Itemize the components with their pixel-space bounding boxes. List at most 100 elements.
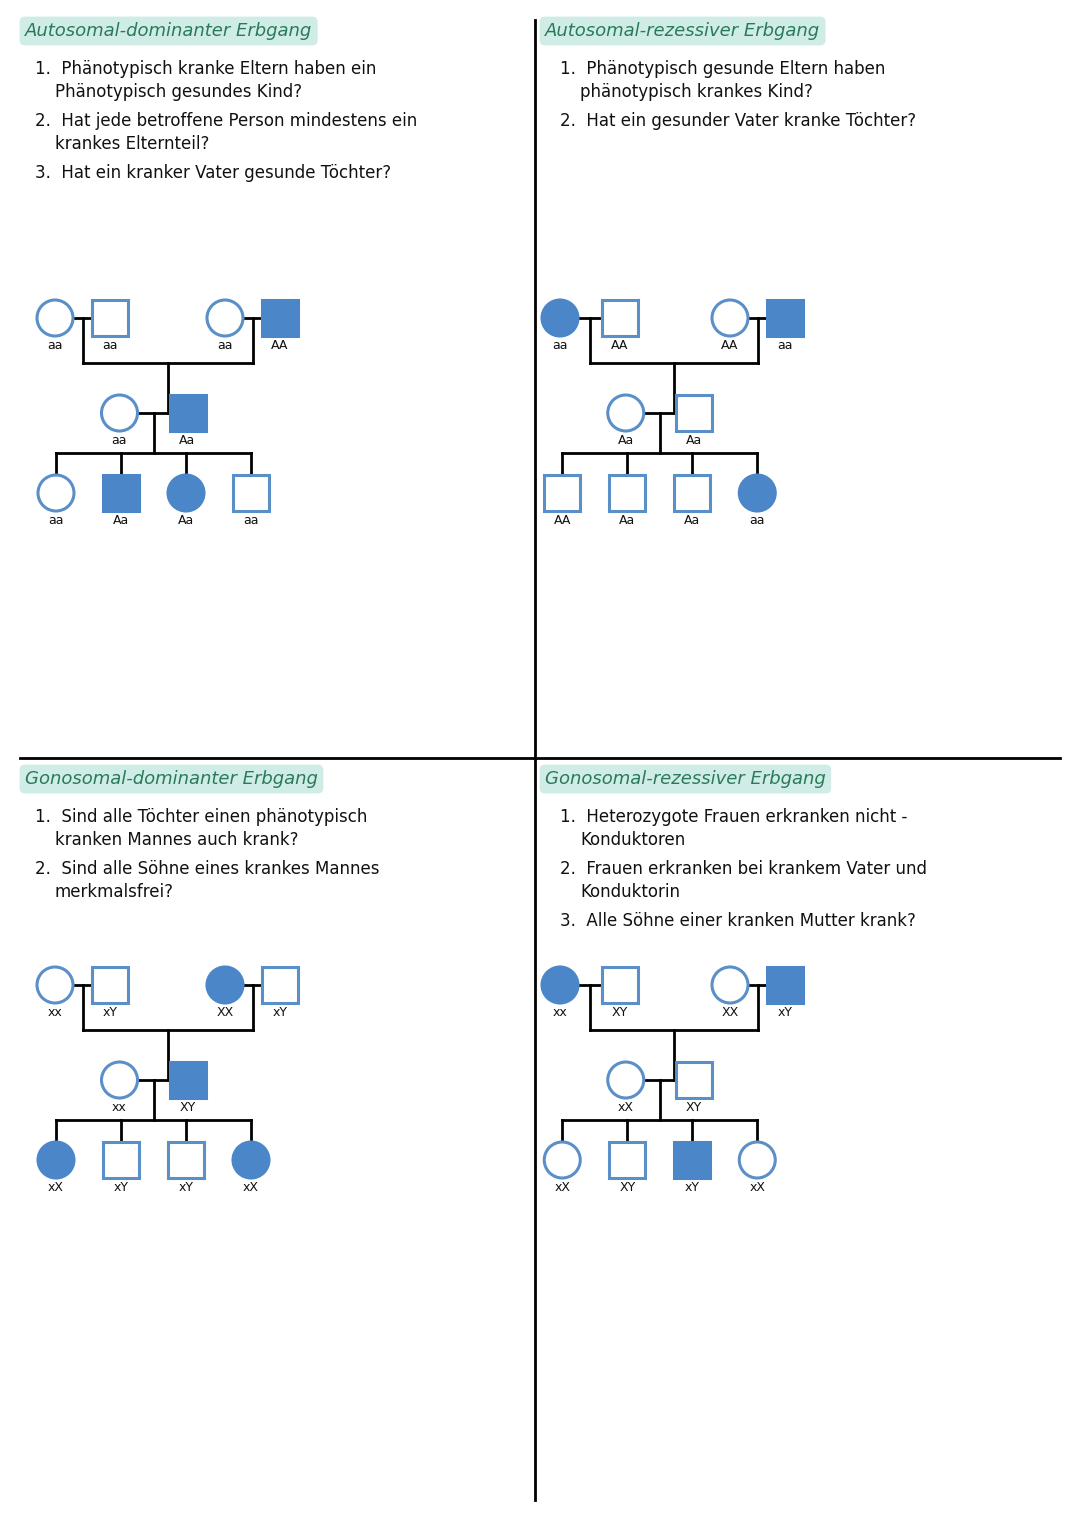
Text: xx: xx: [48, 1006, 63, 1019]
Circle shape: [37, 299, 73, 336]
Circle shape: [739, 1142, 775, 1177]
Text: Aa: Aa: [686, 434, 702, 447]
Text: 1.  Phänotypisch kranke Eltern haben ein: 1. Phänotypisch kranke Eltern haben ein: [35, 60, 376, 78]
Text: Konduktoren: Konduktoren: [580, 831, 685, 849]
Text: xY: xY: [778, 1006, 793, 1019]
Text: Aa: Aa: [684, 515, 700, 527]
Text: XX: XX: [721, 1006, 739, 1019]
Bar: [609, 1142, 645, 1177]
Bar: [262, 299, 298, 336]
Circle shape: [608, 395, 644, 431]
Text: 2.  Frauen erkranken bei krankem Vater und: 2. Frauen erkranken bei krankem Vater un…: [561, 860, 927, 878]
Circle shape: [542, 299, 578, 336]
Bar: [676, 395, 712, 431]
Text: Autosomal-rezessiver Erbgang: Autosomal-rezessiver Erbgang: [545, 21, 820, 40]
Text: 1.  Phänotypisch gesunde Eltern haben: 1. Phänotypisch gesunde Eltern haben: [561, 60, 886, 78]
Bar: [103, 475, 139, 512]
Bar: [676, 1061, 712, 1098]
Text: xX: xX: [618, 1101, 634, 1115]
Circle shape: [38, 1142, 75, 1177]
Circle shape: [544, 1142, 580, 1177]
Circle shape: [102, 1061, 137, 1098]
Text: AA: AA: [271, 339, 288, 353]
Text: Konduktorin: Konduktorin: [580, 883, 680, 901]
Text: aa: aa: [217, 339, 233, 353]
Text: Phänotypisch gesundes Kind?: Phänotypisch gesundes Kind?: [55, 82, 302, 101]
Text: aa: aa: [750, 515, 765, 527]
Text: phänotypisch krankes Kind?: phänotypisch krankes Kind?: [580, 82, 813, 101]
Text: aa: aa: [111, 434, 127, 447]
Text: Aa: Aa: [619, 515, 635, 527]
Bar: [767, 299, 804, 336]
Bar: [233, 475, 269, 512]
Text: XY: XY: [179, 1101, 195, 1115]
Circle shape: [38, 475, 75, 512]
Bar: [168, 1142, 204, 1177]
Text: xX: xX: [750, 1180, 766, 1194]
Bar: [103, 1142, 139, 1177]
Text: aa: aa: [552, 339, 568, 353]
Text: xX: xX: [48, 1180, 64, 1194]
Bar: [674, 475, 711, 512]
Circle shape: [712, 967, 748, 1003]
Text: 3.  Alle Söhne einer kranken Mutter krank?: 3. Alle Söhne einer kranken Mutter krank…: [561, 912, 916, 930]
Text: 2.  Sind alle Söhne eines krankes Mannes: 2. Sind alle Söhne eines krankes Mannes: [35, 860, 379, 878]
Bar: [767, 967, 804, 1003]
Text: Aa: Aa: [178, 515, 194, 527]
Text: aa: aa: [103, 339, 118, 353]
Text: aa: aa: [49, 515, 64, 527]
Text: kranken Mannes auch krank?: kranken Mannes auch krank?: [55, 831, 298, 849]
Circle shape: [608, 1061, 644, 1098]
Text: 3.  Hat ein kranker Vater gesunde Töchter?: 3. Hat ein kranker Vater gesunde Töchter…: [35, 163, 391, 182]
Text: xY: xY: [685, 1180, 700, 1194]
Text: xY: xY: [272, 1006, 287, 1019]
Bar: [609, 475, 645, 512]
Text: AA: AA: [554, 515, 571, 527]
Text: merkmalsfrei?: merkmalsfrei?: [55, 883, 174, 901]
Text: xY: xY: [103, 1006, 118, 1019]
Circle shape: [712, 299, 748, 336]
Text: XX: XX: [216, 1006, 233, 1019]
Text: aa: aa: [243, 515, 259, 527]
Text: aa: aa: [48, 339, 63, 353]
Text: 1.  Heterozygote Frauen erkranken nicht -: 1. Heterozygote Frauen erkranken nicht -: [561, 808, 907, 826]
Bar: [170, 395, 205, 431]
Text: aa: aa: [778, 339, 793, 353]
Circle shape: [168, 475, 204, 512]
Circle shape: [542, 967, 578, 1003]
Bar: [170, 1061, 205, 1098]
Text: 2.  Hat jede betroffene Person mindestens ein: 2. Hat jede betroffene Person mindestens…: [35, 111, 417, 130]
Text: Gonosomal-rezessiver Erbgang: Gonosomal-rezessiver Erbgang: [545, 770, 826, 788]
Bar: [262, 967, 298, 1003]
Text: AA: AA: [721, 339, 739, 353]
Bar: [544, 475, 580, 512]
Text: xY: xY: [113, 1180, 129, 1194]
Circle shape: [207, 967, 243, 1003]
Text: Aa: Aa: [618, 434, 634, 447]
Bar: [602, 299, 638, 336]
Text: Gonosomal-dominanter Erbgang: Gonosomal-dominanter Erbgang: [25, 770, 318, 788]
Circle shape: [207, 299, 243, 336]
Text: 1.  Sind alle Töchter einen phänotypisch: 1. Sind alle Töchter einen phänotypisch: [35, 808, 367, 826]
Text: Aa: Aa: [113, 515, 130, 527]
Text: AA: AA: [611, 339, 629, 353]
Bar: [92, 299, 129, 336]
Text: XY: XY: [619, 1180, 635, 1194]
Bar: [602, 967, 638, 1003]
Text: xX: xX: [243, 1180, 259, 1194]
Circle shape: [233, 1142, 269, 1177]
Circle shape: [739, 475, 775, 512]
Text: xY: xY: [178, 1180, 193, 1194]
Text: 2.  Hat ein gesunder Vater kranke Töchter?: 2. Hat ein gesunder Vater kranke Töchter…: [561, 111, 916, 130]
Text: xX: xX: [554, 1180, 570, 1194]
Bar: [92, 967, 129, 1003]
Text: xx: xx: [112, 1101, 126, 1115]
Text: Autosomal-dominanter Erbgang: Autosomal-dominanter Erbgang: [25, 21, 312, 40]
Bar: [674, 1142, 711, 1177]
Circle shape: [102, 395, 137, 431]
Circle shape: [37, 967, 73, 1003]
Text: Aa: Aa: [179, 434, 195, 447]
Text: XY: XY: [686, 1101, 702, 1115]
Text: krankes Elternteil?: krankes Elternteil?: [55, 134, 210, 153]
Text: xx: xx: [553, 1006, 567, 1019]
